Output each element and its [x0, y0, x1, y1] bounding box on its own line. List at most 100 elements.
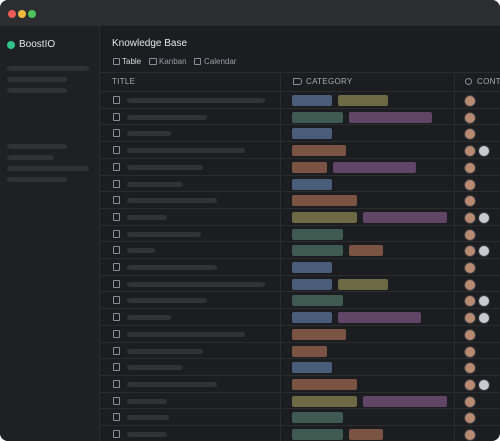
- app-logo: [7, 41, 15, 49]
- avatar: [464, 312, 476, 325]
- category-tag[interactable]: [363, 211, 447, 223]
- category-tag[interactable]: [349, 111, 432, 123]
- close-button[interactable]: [8, 10, 16, 18]
- table-row[interactable]: [100, 308, 500, 325]
- avatar: [478, 295, 490, 308]
- category-tag[interactable]: [292, 161, 327, 173]
- avatar: [464, 178, 476, 191]
- placeholder: [7, 144, 67, 149]
- placeholder: [127, 381, 217, 387]
- doc-icon: [113, 329, 120, 338]
- tab[interactable]: Calendar: [204, 57, 237, 66]
- category-tag[interactable]: [292, 295, 343, 307]
- category-tag[interactable]: [338, 95, 388, 106]
- category-tag[interactable]: [363, 395, 447, 407]
- avatar: [464, 362, 476, 375]
- category-tag[interactable]: [292, 111, 343, 123]
- minimize-button[interactable]: [18, 10, 26, 18]
- category-tag[interactable]: [292, 362, 332, 374]
- doc-icon: [113, 246, 120, 255]
- maximize-button[interactable]: [28, 10, 36, 18]
- category-tag[interactable]: [292, 412, 343, 424]
- column-divider: [454, 72, 455, 441]
- category-tag[interactable]: [292, 211, 357, 223]
- placeholder: [127, 265, 217, 270]
- category-tag[interactable]: [292, 245, 343, 257]
- table-row[interactable]: [100, 207, 500, 225]
- avatar: [464, 429, 476, 441]
- table-row[interactable]: [100, 291, 500, 308]
- category-tag[interactable]: [292, 378, 357, 390]
- table-row[interactable]: [100, 124, 500, 141]
- app-name[interactable]: BoostIO: [19, 39, 56, 50]
- placeholder: [7, 155, 54, 160]
- category-tag[interactable]: [292, 262, 332, 273]
- table-row[interactable]: [100, 425, 500, 441]
- doc-icon: [113, 346, 120, 355]
- page-title: Knowledge Base: [112, 38, 188, 49]
- table-row[interactable]: [100, 141, 500, 158]
- table-row[interactable]: [100, 107, 500, 125]
- category-tag[interactable]: [292, 429, 343, 440]
- avatar: [464, 111, 476, 124]
- category-tag[interactable]: [338, 278, 388, 290]
- placeholder: [127, 315, 171, 321]
- category-tag[interactable]: [333, 161, 416, 173]
- table-row[interactable]: [100, 91, 500, 108]
- category-tag[interactable]: [292, 128, 332, 140]
- table-row[interactable]: [100, 157, 500, 175]
- placeholder: [127, 114, 207, 120]
- table-row[interactable]: [100, 408, 500, 425]
- category-tag[interactable]: [292, 178, 332, 190]
- table-row[interactable]: [100, 174, 500, 192]
- category-tag[interactable]: [349, 429, 383, 440]
- avatar: [478, 145, 490, 158]
- category-tag[interactable]: [292, 195, 357, 207]
- category-tag[interactable]: [292, 95, 332, 106]
- avatar: [478, 245, 490, 258]
- category-tag[interactable]: [292, 345, 327, 357]
- category-tag[interactable]: [349, 245, 383, 257]
- placeholder: [127, 398, 167, 404]
- sidebar: BoostIO: [0, 26, 100, 441]
- table-row[interactable]: [100, 258, 500, 275]
- category-tag[interactable]: [292, 228, 343, 240]
- placeholder: [127, 432, 167, 437]
- doc-icon: [113, 162, 120, 171]
- column-header[interactable]: CONTA: [477, 77, 500, 86]
- calendar-icon: [194, 58, 201, 65]
- avatar: [464, 95, 476, 107]
- table-row[interactable]: [100, 274, 500, 292]
- table-row[interactable]: [100, 341, 500, 359]
- category-tag[interactable]: [292, 145, 346, 157]
- table-row[interactable]: [100, 224, 500, 242]
- doc-icon: [113, 196, 120, 205]
- table-row[interactable]: [100, 358, 500, 375]
- tab[interactable]: Table: [122, 57, 142, 66]
- avatar: [464, 395, 476, 408]
- placeholder: [127, 248, 155, 254]
- placeholder: [7, 177, 67, 182]
- avatar: [464, 262, 476, 274]
- table-row[interactable]: [100, 391, 500, 409]
- column-header[interactable]: TITLE: [112, 77, 136, 86]
- tab[interactable]: Kanban: [159, 57, 187, 66]
- avatar: [464, 412, 476, 425]
- avatar: [464, 145, 476, 158]
- table-row[interactable]: [100, 324, 500, 342]
- doc-icon: [113, 296, 120, 305]
- category-tag[interactable]: [292, 312, 332, 324]
- category-tag[interactable]: [292, 395, 357, 407]
- doc-icon: [113, 279, 120, 288]
- category-tag[interactable]: [338, 312, 421, 324]
- doc-icon: [113, 263, 120, 271]
- placeholder: [127, 198, 217, 204]
- table-row[interactable]: [100, 241, 500, 258]
- doc-icon: [113, 146, 120, 155]
- column-header[interactable]: CATEGORY: [306, 77, 353, 86]
- table-row[interactable]: [100, 374, 500, 392]
- category-tag[interactable]: [292, 328, 346, 340]
- placeholder: [127, 281, 265, 287]
- table-row[interactable]: [100, 191, 500, 208]
- category-tag[interactable]: [292, 278, 332, 290]
